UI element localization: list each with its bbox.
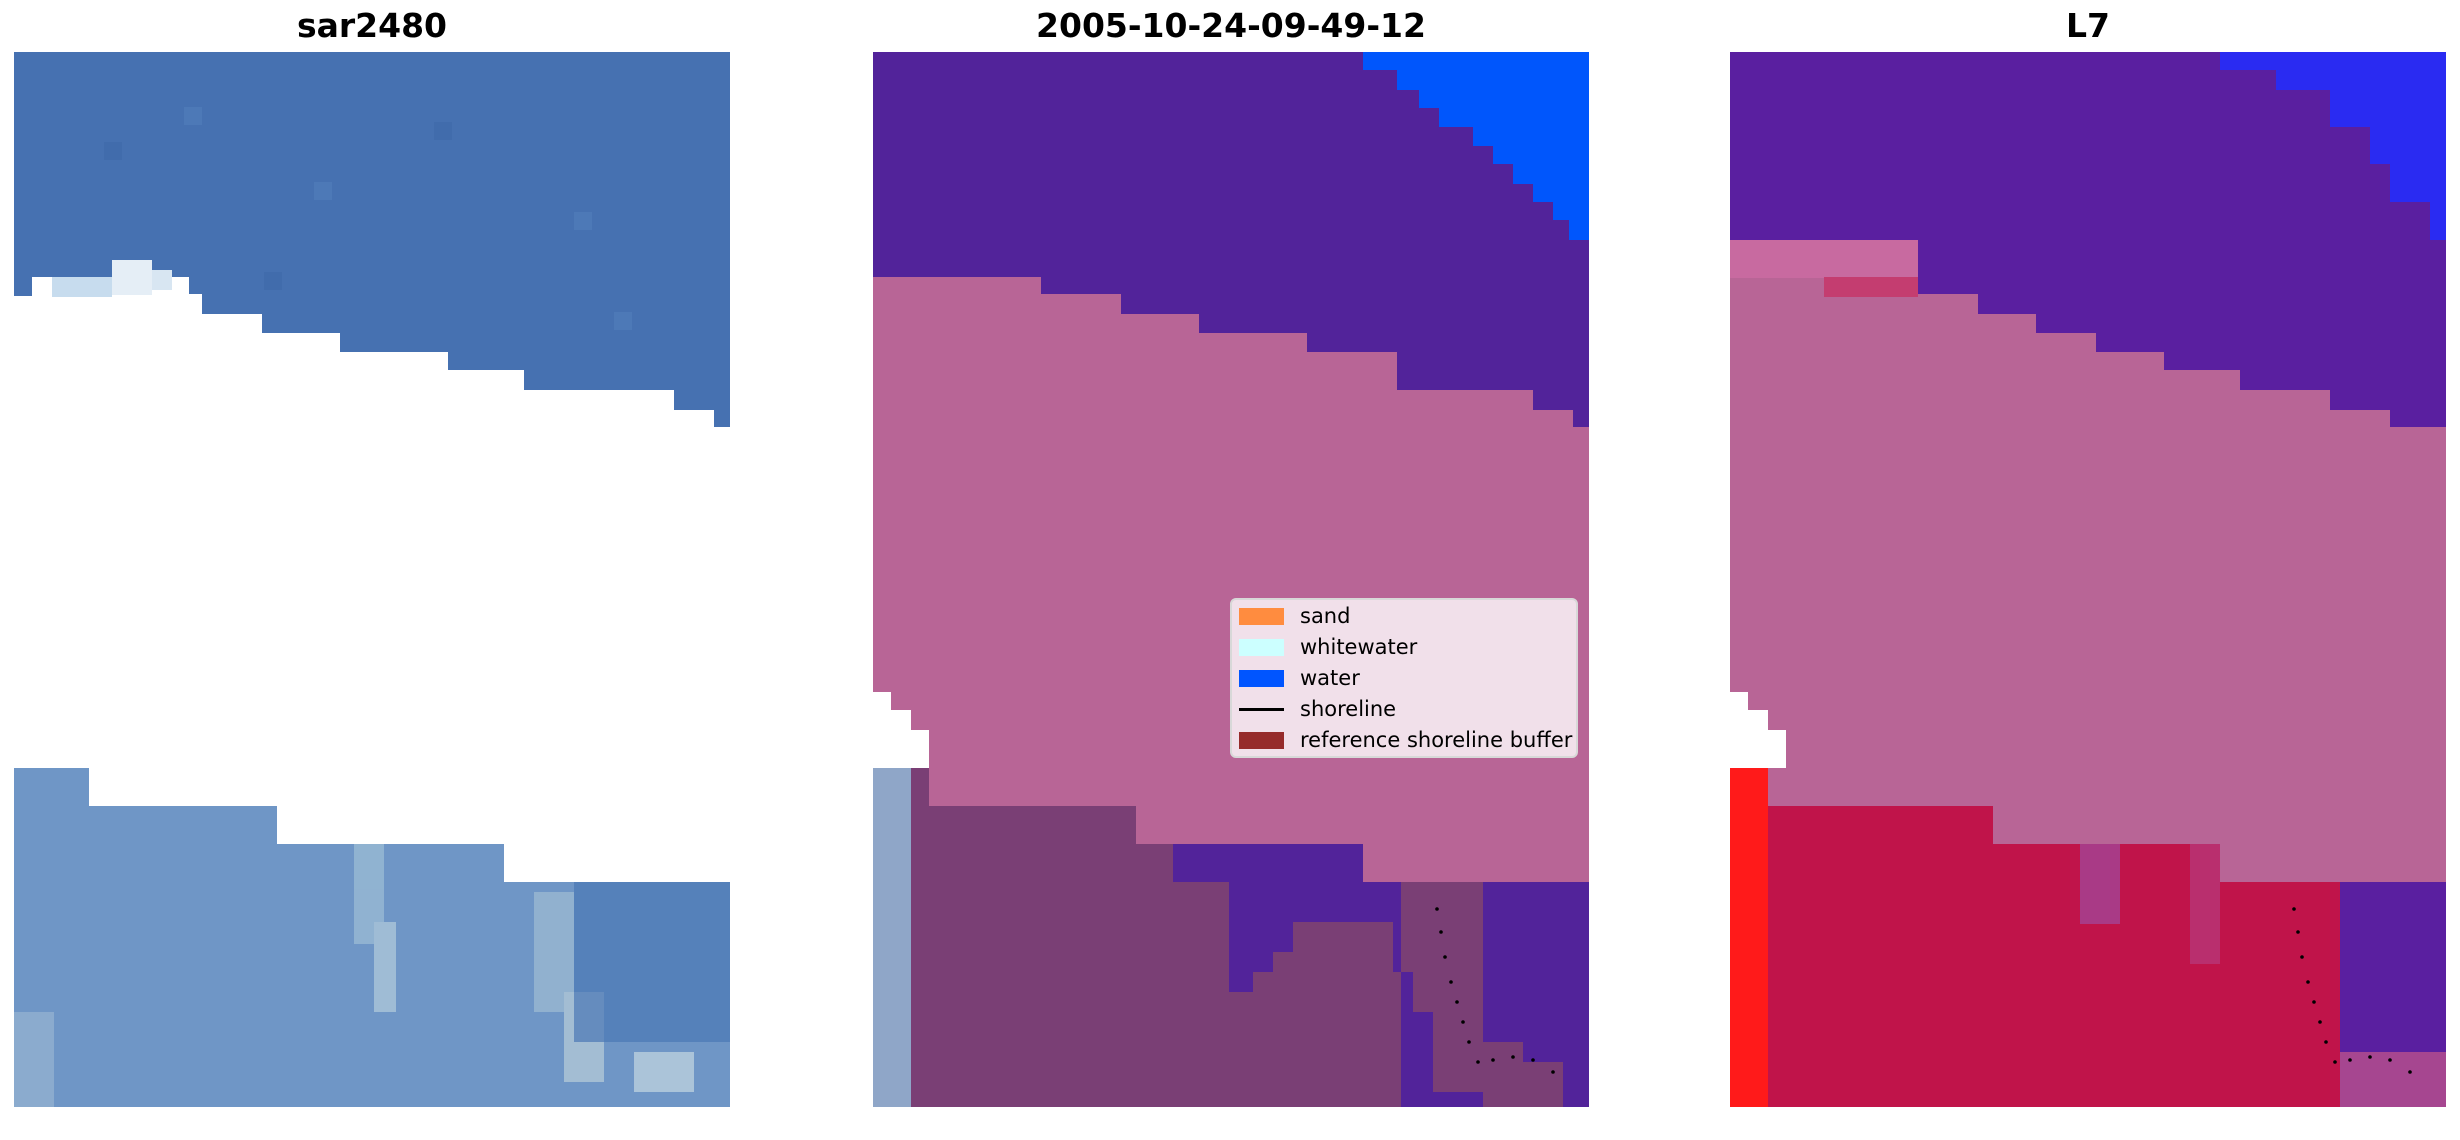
legend: sand whitewater water shoreline referenc… xyxy=(1230,598,1578,758)
panel-title-date: 2005-10-24-09-49-12 xyxy=(1036,6,1426,45)
l7-water-region xyxy=(1730,52,2446,427)
whitewater-swatch-icon xyxy=(1239,639,1284,656)
legend-label: sand xyxy=(1300,604,1351,628)
legend-item-shoreline: shoreline xyxy=(1232,696,1576,722)
legend-label: whitewater xyxy=(1300,635,1418,659)
panel-title-l7: L7 xyxy=(2066,6,2110,45)
buffer-swatch-icon xyxy=(1239,732,1284,749)
water-swatch-icon xyxy=(1239,670,1284,687)
legend-label: water xyxy=(1300,666,1360,690)
overlay-water-region xyxy=(873,52,1589,427)
classification-panel xyxy=(873,52,1589,1107)
rgb-top-region xyxy=(14,52,730,427)
sand-swatch-icon xyxy=(1239,608,1284,625)
overlay-blue-corner xyxy=(1363,52,1589,240)
panel-title-sar2480: sar2480 xyxy=(296,6,448,45)
legend-item-reference-buffer: reference shoreline buffer xyxy=(1232,727,1576,753)
legend-label: shoreline xyxy=(1300,697,1397,721)
image-panel-rgb xyxy=(14,52,730,1107)
legend-item-sand: sand xyxy=(1232,603,1576,629)
legend-item-whitewater: whitewater xyxy=(1232,634,1576,660)
legend-item-water: water xyxy=(1232,665,1576,691)
shoreline-line-icon xyxy=(1239,708,1284,711)
legend-label: reference shoreline buffer xyxy=(1300,728,1573,752)
l7-panel xyxy=(1730,52,2446,1107)
l7-red-region xyxy=(1730,768,2340,1107)
